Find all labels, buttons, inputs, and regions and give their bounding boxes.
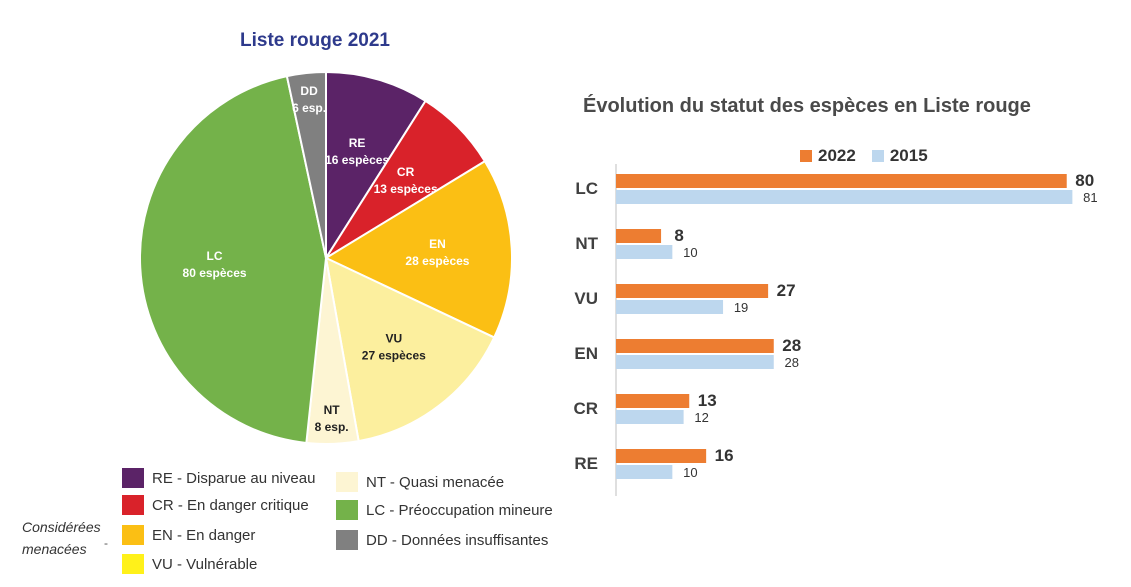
value-label-2015-en: 28 [785,355,799,370]
legend-item-nt: NT - Quasi menacée [336,472,504,492]
legend-swatch [122,468,144,488]
legend-label-2015: 2015 [889,146,928,165]
legend-label: LC - Préoccupation mineure [366,501,553,519]
legend-item-dd: DD - Données insuffisantes [336,530,548,550]
pie-slice-vu [324,256,496,443]
legend-item-lc: LC - Préoccupation mineure [336,500,553,520]
legend-item-vu: VU - Vulnérable [122,554,257,574]
bar-2015-lc [616,190,1073,204]
category-label-cr: CR [573,399,598,418]
bar-legend: 2022 2015 [800,146,928,166]
pie-label-count: 13 espèces [374,182,438,196]
pie-label-count: 80 espèces [183,266,247,280]
bar-2022-vu [616,284,769,298]
legend-swatch [336,500,358,520]
legend-swatch [122,525,144,545]
legend-label: DD - Données insuffisantes [366,531,549,549]
value-label-2015-lc: 81 [1083,190,1097,205]
legend-label: EN - En danger [152,526,256,544]
pie-slice-dd [285,70,327,259]
value-label-2022-cr: 13 [698,391,717,410]
pie-label-code: CR [397,165,415,179]
bar-2015-re [616,465,673,479]
threatened-note: Considérées menacées [22,519,101,557]
value-label-2022-en: 28 [782,336,801,355]
legend-label-2022: 2022 [818,146,856,165]
bar-2022-nt [616,229,662,243]
legend-item-en: EN - En danger [122,525,255,545]
pie-chart: RE 16 espèces CR 13 espèces EN 28 espèces VU 27… [139,70,513,445]
value-label-2022-re: 16 [715,446,734,465]
legend-swatch-2022 [800,150,812,162]
pie-label-count: 28 espèces [405,254,469,268]
value-label-2022-nt: 8 [674,226,683,245]
legend-label: VU - Vulnérable [152,555,258,573]
bar-2015-vu [616,300,724,314]
value-label-2015-cr: 12 [694,410,708,425]
pie-slice-re [325,70,427,262]
legend-swatch-2015 [871,150,884,162]
category-label-vu: VU [574,289,598,308]
bar-2015-cr [616,410,684,424]
pie-chart-title: Liste rouge 2021 [240,30,390,51]
category-label-nt: NT [575,234,598,253]
value-label-2015-vu: 19 [734,300,748,315]
legend-item-cr: CR - En danger critique [122,495,309,515]
value-label-2015-nt: 10 [683,245,697,260]
pie-legend: RE - Disparue au niveau CR - En danger c… [122,468,582,578]
pie-label-code: DD [300,84,318,98]
bar-2022-cr [616,394,690,408]
value-label-2022-lc: 80 [1075,171,1094,190]
pie-label-code: LC [207,249,223,263]
pie-slice-lc [139,74,328,445]
legend-swatch [336,472,358,492]
value-label-2022-vu: 27 [777,281,796,300]
legend-item-re: RE - Disparue au niveau [122,468,315,488]
legend-label: NT - Quasi menacée [366,473,505,491]
pie-label-count: 27 espèces [362,349,426,363]
bar-2015-en [616,355,774,369]
bar-2022-lc [616,174,1067,188]
category-label-en: EN [574,344,598,363]
pie-slice-en [323,159,513,339]
legend-swatch [336,530,358,550]
pie-label-code: NT [324,403,341,417]
category-label-re: RE [574,454,598,473]
bar-2015-nt [616,245,673,259]
legend-swatch [122,554,144,574]
pie-label-code: EN [429,237,446,251]
bar-chart-title: Évolution du statut des espèces en Liste… [583,95,1031,117]
bar-2022-re [616,449,707,463]
bar-2022-en [616,339,774,353]
pie-label-code: RE [349,136,366,150]
pie-label-count: 8 esp. [315,420,349,434]
legend-label: CR - En danger critique [152,496,309,514]
pie-label-code: VU [385,332,402,346]
pie-label-count: 16 espèces [325,153,389,167]
category-label-lc: LC [575,179,598,198]
value-label-2015-re: 10 [683,465,697,480]
legend-swatch [122,495,144,515]
pie-label-count: 6 esp. [292,101,326,115]
note-bracket: - [104,536,108,550]
legend-label: RE - Disparue au niveau [152,469,316,487]
